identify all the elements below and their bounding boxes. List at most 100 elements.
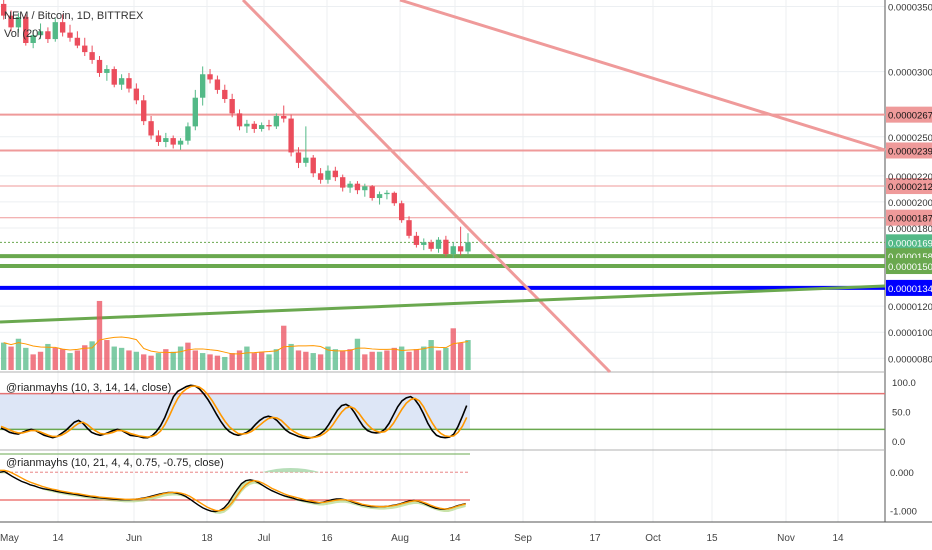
candle-body: [214, 79, 221, 90]
volume-bar: [325, 346, 331, 370]
price-label-0.00002122: 0.00002122: [888, 182, 932, 193]
candle-body: [273, 115, 280, 127]
volume-bar: [82, 345, 88, 370]
candle-body: [177, 140, 184, 145]
oscillator-indicator-label[interactable]: @rianmayhs (10, 21, 4, 4, 0.75, -0.75, c…: [6, 457, 224, 469]
candle-body: [281, 115, 287, 119]
volume-bar: [177, 346, 184, 370]
osc-tick-0.000: 0.000: [890, 468, 914, 479]
candle-body: [89, 52, 95, 60]
candle-body: [37, 31, 44, 36]
time-tick-14: 14: [832, 533, 844, 544]
volume-bar: [148, 355, 154, 370]
volume-bar: [1, 342, 7, 370]
time-tick-14: 14: [449, 533, 461, 544]
candle-body: [354, 183, 361, 191]
stoch-tick-0.0: 0.0: [892, 437, 905, 448]
candle-body: [465, 242, 471, 252]
volume-bar: [126, 350, 132, 370]
time-tick-16: 16: [321, 533, 333, 544]
candle-body: [199, 74, 206, 98]
volume-bar: [15, 338, 22, 370]
candle-body: [258, 125, 265, 129]
stoch-line-fast: [0, 384, 468, 440]
candle-body: [443, 239, 449, 255]
volume-bar: [251, 353, 257, 370]
candle-body: [406, 220, 412, 236]
volume-bar: [111, 346, 117, 370]
price-label-bg-0.00001690: [886, 234, 932, 251]
candle-body: [133, 88, 140, 101]
volume-bar: [59, 349, 66, 370]
price-label-0.00001879: 0.00001879: [888, 214, 932, 225]
candle-body: [30, 35, 36, 43]
stoch-tick-50.0: 50.0: [892, 408, 911, 419]
candle-body: [141, 100, 147, 122]
volume-bar: [384, 350, 390, 370]
candle-body: [398, 203, 405, 221]
osc-positive-hump: [262, 468, 320, 473]
candle-body: [384, 192, 390, 195]
candle-body: [295, 152, 302, 163]
volume-bar: [450, 328, 456, 370]
volume-label[interactable]: Vol (20): [4, 28, 42, 40]
candle-body: [52, 22, 58, 40]
stoch-band-fill: [0, 393, 470, 430]
volume-bar: [332, 349, 339, 370]
candle-body: [325, 170, 331, 180]
stoch-tick-100.0: 100.0: [892, 378, 916, 389]
candle-body: [1, 3, 7, 16]
candle-body: [236, 113, 243, 127]
volume-bar: [118, 347, 125, 370]
osc-line-slow: [0, 469, 466, 512]
volume-bar: [37, 351, 44, 370]
candle-body: [148, 121, 154, 136]
candle-body: [185, 126, 191, 141]
candle-body: [163, 138, 169, 143]
volume-bar: [428, 340, 434, 370]
volume-bar: [421, 346, 427, 370]
candle-body: [170, 138, 176, 145]
volume-bar: [229, 353, 235, 370]
candle-body: [428, 242, 434, 249]
volume-bar: [207, 354, 213, 370]
time-tick-18: 18: [201, 533, 213, 544]
volume-bar: [222, 356, 228, 370]
candle-body: [111, 69, 117, 85]
volume-bar: [413, 349, 420, 370]
volume-bar: [443, 347, 449, 370]
price-tick-0.00000800: 0.00000800: [888, 354, 932, 365]
price-label-bg-0.00002670: [886, 106, 932, 123]
symbol-title[interactable]: NEM / Bitcoin, 1D, BITTREX: [4, 10, 144, 22]
volume-bar: [288, 343, 294, 370]
uptrend-line: [0, 284, 886, 324]
time-tick-15: 15: [706, 533, 718, 544]
volume-ma-line: [3, 336, 469, 355]
volume-bar: [163, 349, 169, 370]
volume-bar: [141, 354, 147, 370]
candle-body: [317, 173, 324, 180]
downtrend-line-long: [399, 0, 886, 152]
time-tick-Jun: Jun: [126, 533, 142, 544]
candle-body: [244, 123, 250, 127]
volume-bar: [214, 355, 221, 370]
candle-body: [45, 31, 51, 40]
candle-body: [155, 135, 162, 143]
time-tick-Jul: Jul: [258, 533, 271, 544]
stoch-indicator-label[interactable]: @rianmayhs (10, 3, 14, 14, close): [6, 382, 172, 394]
volume-bar: [67, 353, 73, 370]
candle-body: [266, 125, 272, 127]
candle-body: [457, 246, 464, 252]
candle-body: [450, 246, 456, 255]
downtrend-line-steep: [241, 0, 612, 374]
osc-fill-area: [0, 471, 466, 514]
